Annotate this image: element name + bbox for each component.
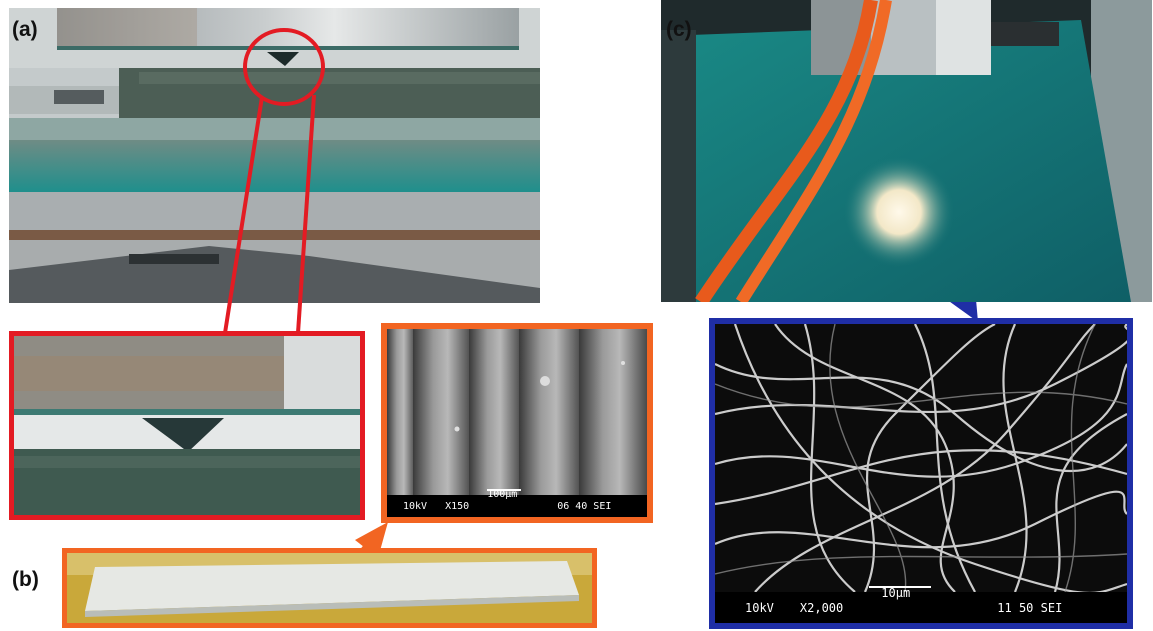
- sem-c-info-bar: 10kV X2,000 10µm 11 50 SEI: [715, 585, 1127, 623]
- zoom-inset-drawing: [14, 336, 360, 515]
- sem-c-scale-label: 10µm: [881, 585, 911, 600]
- photo-a-drawing: [9, 8, 540, 303]
- sem-c-scale-bar: 10µm: [869, 585, 932, 624]
- callout-line-right: [296, 94, 316, 334]
- photo-b-drawing: [67, 553, 592, 623]
- photo-c-drawing: [661, 0, 1152, 302]
- label-a: (a): [12, 18, 38, 41]
- sem-image-b: 10kV X150 100µm 06 40 SEI: [381, 323, 653, 523]
- sem-image-c: 10kV X2,000 10µm 11 50 SEI: [709, 318, 1133, 629]
- sem-c-magnification: X2,000: [799, 600, 844, 615]
- label-c: (c): [666, 18, 692, 41]
- sem-b-info-bar: 10kV X150 100µm 06 40 SEI: [387, 488, 647, 517]
- photo-b-printed-strip: [62, 548, 597, 628]
- sem-c-nanofibers: [715, 324, 1127, 623]
- sem-b-image-id: 06 40 SEI: [557, 500, 612, 512]
- photo-a-printer-nozzle: [9, 8, 540, 303]
- sem-b-scale-label: 100µm: [487, 488, 518, 500]
- photo-c-electrospinning: [661, 0, 1152, 302]
- sem-b-scale-bar: 100µm: [487, 488, 522, 518]
- red-zoom-circle: [243, 28, 325, 106]
- zoom-inset-droplet: [9, 331, 365, 520]
- sem-b-voltage: 10kV: [403, 500, 428, 512]
- callout-line-left: [223, 96, 264, 334]
- sem-b-magnification: X150: [445, 500, 470, 512]
- sem-c-voltage: 10kV: [745, 600, 774, 615]
- sem-b-drawing: [387, 329, 647, 517]
- sem-c-image-id: 11 50 SEI: [997, 600, 1063, 615]
- label-b: (b): [12, 568, 39, 591]
